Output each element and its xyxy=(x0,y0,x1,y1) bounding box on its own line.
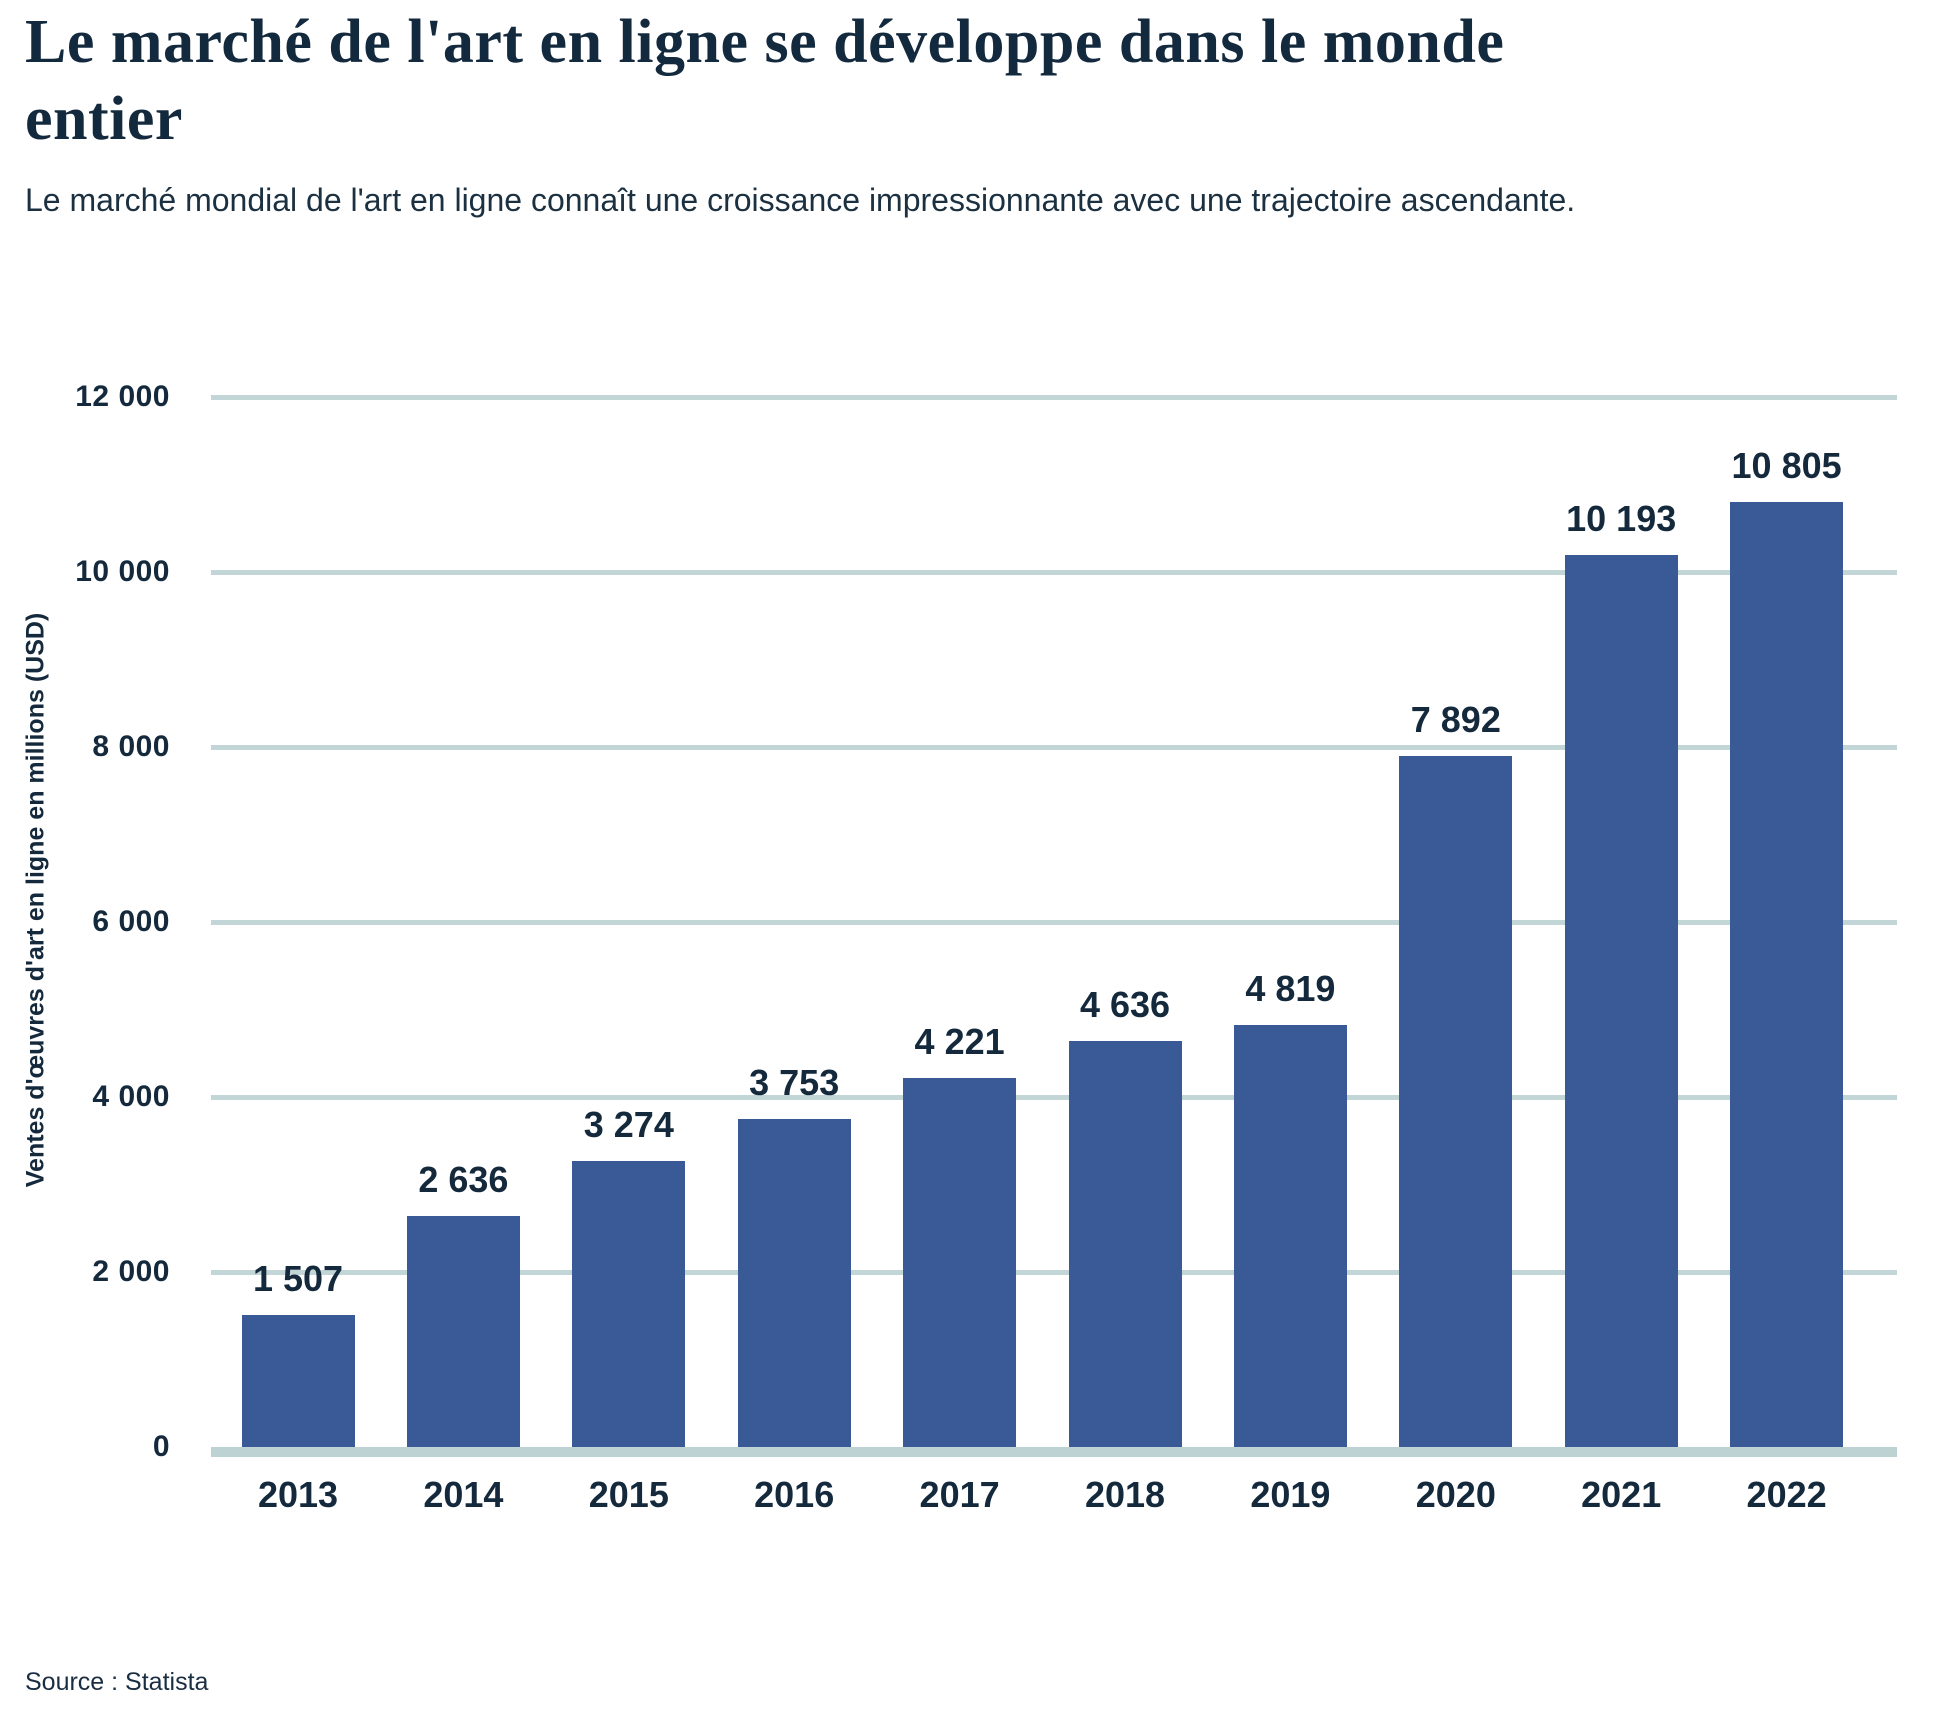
gridline xyxy=(211,744,1897,750)
bar-2020 xyxy=(1399,756,1513,1447)
bar-value-label: 2 636 xyxy=(418,1159,509,1201)
y-tick-label: 6 000 xyxy=(92,905,170,938)
y-tick-label: 4 000 xyxy=(92,1080,170,1113)
x-tick-label: 2021 xyxy=(1581,1474,1662,1515)
bar-2018 xyxy=(1068,1041,1182,1447)
y-tick-label: 0 xyxy=(152,1430,170,1463)
page-title-line-2: entier xyxy=(25,85,183,153)
bar-2014 xyxy=(406,1216,520,1447)
bar-value-label: 3 753 xyxy=(749,1061,840,1103)
x-tick-label: 2019 xyxy=(1250,1474,1331,1515)
y-tick-label: 2 000 xyxy=(92,1255,170,1288)
source-note: Source : Statista xyxy=(25,1668,209,1696)
page-title-line-1: Le marché de l'art en ligne se développe… xyxy=(25,8,1505,76)
bar-value-label: 4 819 xyxy=(1245,968,1336,1010)
x-tick-label: 2020 xyxy=(1415,1474,1496,1515)
gridline xyxy=(211,569,1897,575)
bar-value-label: 10 805 xyxy=(1731,444,1842,486)
bar-value-label: 3 274 xyxy=(583,1103,674,1145)
y-tick-label: 12 000 xyxy=(75,380,170,413)
bar-2022 xyxy=(1730,501,1844,1447)
gridline xyxy=(211,1269,1897,1275)
x-tick-label: 2013 xyxy=(257,1474,339,1515)
bar-2013 xyxy=(241,1315,355,1447)
x-tick-label: 2018 xyxy=(1084,1474,1166,1515)
y-tick-label: 10 000 xyxy=(75,555,170,588)
bar-2016 xyxy=(737,1118,851,1447)
gridline xyxy=(211,394,1897,400)
bar-2017 xyxy=(903,1077,1017,1447)
y-tick-label: 8 000 xyxy=(92,730,170,763)
page-title: Le marché de l'art en ligne se développe… xyxy=(25,4,1825,158)
chart-header: Le marché de l'art en ligne se développe… xyxy=(25,4,1825,220)
x-tick-label: 2016 xyxy=(754,1474,835,1515)
bar-value-label: 7 892 xyxy=(1410,699,1501,741)
bar-2021 xyxy=(1564,555,1678,1447)
bar-value-label: 1 507 xyxy=(252,1258,344,1300)
x-tick-label: 2022 xyxy=(1746,1474,1827,1515)
x-tick-label: 2015 xyxy=(588,1474,669,1515)
gridline xyxy=(211,919,1897,925)
bar-2015 xyxy=(572,1160,686,1447)
x-axis-line xyxy=(211,1447,1897,1457)
bar-value-label: 4 636 xyxy=(1079,984,1171,1026)
x-tick-label: 2014 xyxy=(423,1474,504,1515)
bar-2019 xyxy=(1233,1025,1347,1447)
bar-value-label: 10 193 xyxy=(1566,498,1677,540)
gridline xyxy=(211,1094,1897,1100)
bar-value-label: 4 221 xyxy=(914,1020,1005,1062)
x-tick-label: 2017 xyxy=(919,1474,1000,1515)
chart-subtitle: Le marché mondial de l'art en ligne conn… xyxy=(25,182,1576,218)
